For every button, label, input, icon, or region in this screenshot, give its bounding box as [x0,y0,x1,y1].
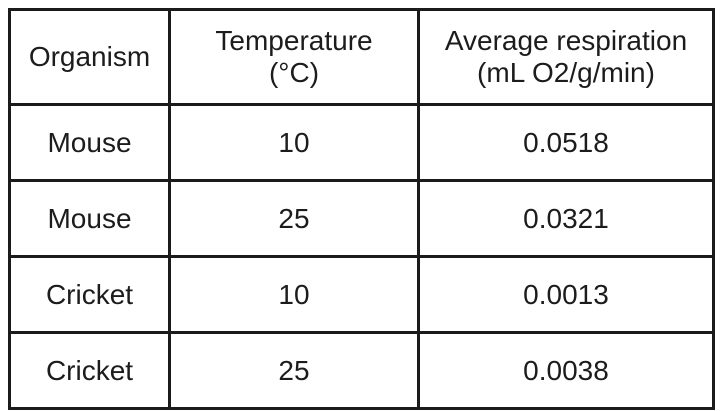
header-row: Organism Temperature (°C) Average respir… [8,8,715,106]
column-header-organism: Organism [8,8,171,106]
table-row: Cricket 25 0.0038 [8,331,715,410]
table-row: Mouse 10 0.0518 [8,103,715,182]
header-temperature-label: Temperature [215,25,373,56]
cell-temperature: 25 [168,179,420,258]
header-respiration-label: Average respiration [444,25,688,56]
cell-respiration: 0.0518 [417,103,715,182]
column-header-temperature: Temperature (°C) [168,8,420,106]
cell-organism: Mouse [8,103,171,182]
header-respiration-unit: (mL O2/g/min) [477,57,655,88]
cell-organism: Cricket [8,255,171,334]
header-temperature-unit: (°C) [268,57,320,88]
cell-temperature: 10 [168,255,420,334]
cell-organism: Mouse [8,179,171,258]
cell-respiration: 0.0038 [417,331,715,410]
column-header-respiration: Average respiration (mL O2/g/min) [417,8,715,106]
table-row: Mouse 25 0.0321 [8,179,715,258]
cell-respiration: 0.0013 [417,255,715,334]
cell-temperature: 25 [168,331,420,410]
cell-temperature: 10 [168,103,420,182]
cell-respiration: 0.0321 [417,179,715,258]
respiration-data-table: Organism Temperature (°C) Average respir… [8,8,715,410]
table-row: Cricket 10 0.0013 [8,255,715,334]
header-organism-label: Organism [28,41,151,72]
cell-organism: Cricket [8,331,171,410]
